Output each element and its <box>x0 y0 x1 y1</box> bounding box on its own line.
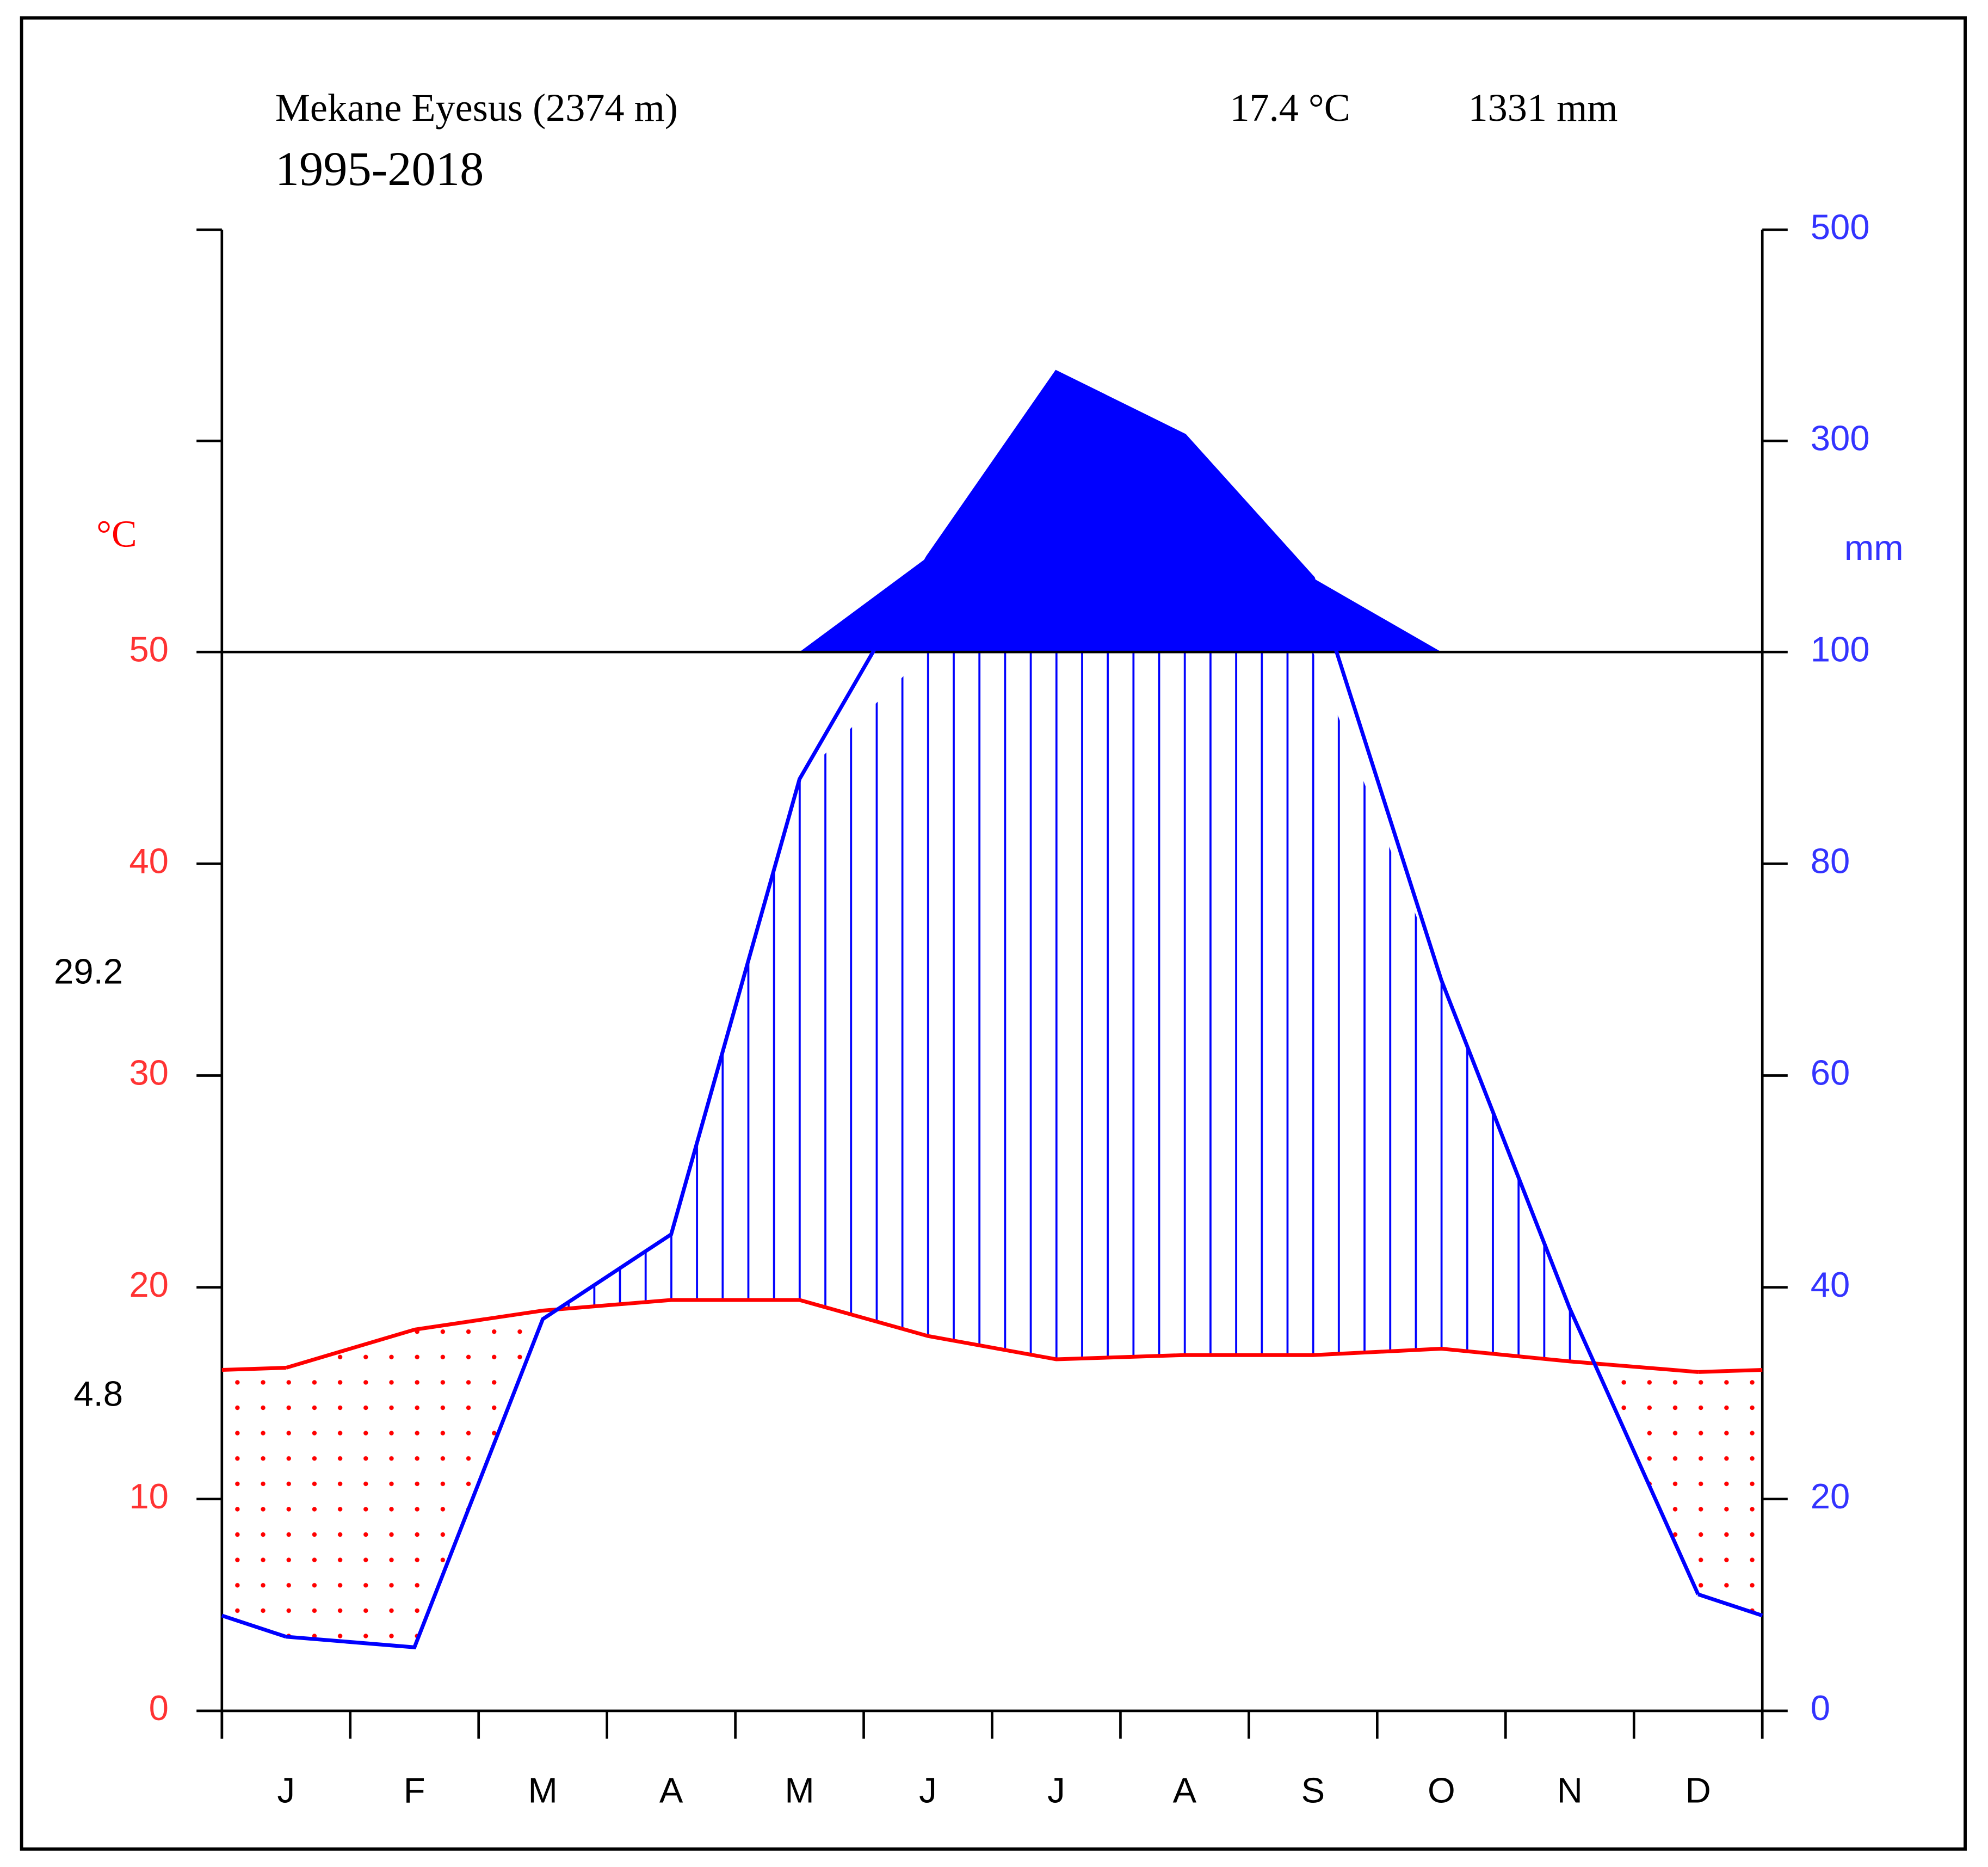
x-tick-label: O <box>1428 1771 1455 1810</box>
y2-tick-label: 100 <box>1811 629 1870 669</box>
y2-tick-label: 20 <box>1811 1476 1850 1516</box>
y-tick-label: 50 <box>129 629 169 669</box>
y-tick-label: 10 <box>129 1476 169 1516</box>
y2-axis-label: mm <box>1844 528 1904 568</box>
line-edge <box>221 1366 286 1372</box>
line-edge <box>1697 1592 1763 1618</box>
line-edge <box>221 1613 287 1639</box>
y-tick-label: 40 <box>129 841 169 881</box>
y-tick-label: 30 <box>129 1053 169 1093</box>
y2-tick-label: 300 <box>1811 418 1870 458</box>
annual-temperature: 17.4 °C <box>1230 86 1350 130</box>
x-tick-label: N <box>1557 1771 1583 1810</box>
chart-subtitle: 1995-2018 <box>275 143 484 196</box>
x-tick-label: S <box>1301 1771 1325 1810</box>
max-temperature-label: 29.2 <box>54 951 123 991</box>
y2-tick-label: 80 <box>1811 841 1850 881</box>
annual-precipitation: 1331 mm <box>1468 86 1618 130</box>
y2-tick-label: 500 <box>1811 207 1870 247</box>
perhumid-area <box>221 372 1763 652</box>
x-tick-label: F <box>404 1771 425 1810</box>
y2-tick-label: 0 <box>1811 1688 1830 1728</box>
x-tick-label: J <box>919 1771 937 1810</box>
temperature-line <box>285 1298 1699 1374</box>
x-tick-label: J <box>277 1771 295 1810</box>
y2-tick-label: 60 <box>1811 1053 1850 1093</box>
y-axis-label: °C <box>96 513 137 555</box>
x-tick-label: A <box>659 1771 683 1810</box>
x-tick-label: M <box>785 1771 814 1810</box>
x-tick-label: J <box>1047 1771 1065 1810</box>
x-tick-label: M <box>528 1771 558 1810</box>
min-temperature-label: 4.8 <box>73 1373 123 1413</box>
x-tick-label: D <box>1686 1771 1711 1810</box>
chart-title: Mekane Eyesus (2374 m) <box>275 86 678 130</box>
y2-tick-label: 40 <box>1811 1265 1850 1304</box>
y-tick-label: 0 <box>149 1688 169 1728</box>
precipitation-line <box>286 369 1700 1649</box>
x-tick-label: A <box>1173 1771 1197 1810</box>
y-tick-label: 20 <box>129 1265 169 1304</box>
humid-area <box>221 652 1763 1372</box>
line-edge <box>1698 1367 1763 1374</box>
